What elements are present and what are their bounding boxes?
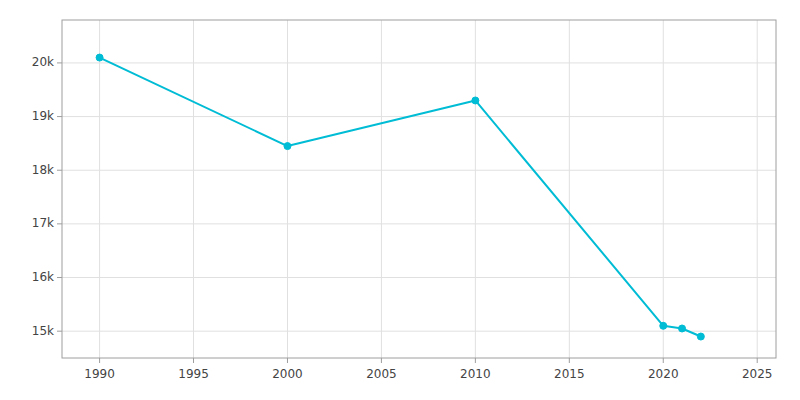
x-grid-line xyxy=(663,20,664,358)
x-tick xyxy=(569,358,570,363)
point xyxy=(284,143,291,150)
y-tick-label: 19k xyxy=(32,109,54,123)
y-tick xyxy=(57,62,62,63)
y-tick xyxy=(57,277,62,278)
chart-container: 15k 16k 17k 18k 19k 20k 1990 1995 2000 2005 2010 20… xyxy=(0,0,800,400)
x-tick-label: 2005 xyxy=(366,367,397,381)
x-grid-line xyxy=(757,20,758,358)
point xyxy=(96,54,103,61)
y-tick xyxy=(57,223,62,224)
y-grid-line xyxy=(62,116,776,117)
x-tick xyxy=(475,358,476,363)
plot-frame xyxy=(62,20,776,358)
x-tick-label: 2025 xyxy=(742,367,773,381)
y-tick-label: 16k xyxy=(32,270,54,284)
y-tick-label: 15k xyxy=(32,324,54,338)
y-tick-label: 18k xyxy=(32,163,54,177)
point xyxy=(472,97,479,104)
y-grid-line xyxy=(62,277,776,278)
grid xyxy=(62,20,776,358)
axes: 15k 16k 17k 18k 19k 20k 1990 1995 2000 2005 2010 20… xyxy=(32,55,773,381)
x-grid-line xyxy=(475,20,476,358)
y-tick xyxy=(57,170,62,171)
line xyxy=(100,58,701,337)
x-tick-label: 2015 xyxy=(554,367,585,381)
x-grid-line xyxy=(99,20,100,358)
y-grid-line xyxy=(62,62,776,63)
x-tick xyxy=(663,358,664,363)
y-grid-line xyxy=(62,170,776,171)
x-tick-label: 1995 xyxy=(178,367,209,381)
x-grid-line xyxy=(569,20,570,358)
x-tick-label: 1990 xyxy=(84,367,115,381)
y-grid-line xyxy=(62,331,776,332)
x-tick xyxy=(757,358,758,363)
x-tick xyxy=(287,358,288,363)
point xyxy=(697,333,704,340)
point xyxy=(660,322,667,329)
series xyxy=(96,54,704,340)
x-tick xyxy=(99,358,100,363)
x-grid-line xyxy=(287,20,288,358)
x-grid-line xyxy=(193,20,194,358)
x-tick-label: 2020 xyxy=(648,367,679,381)
y-tick xyxy=(57,116,62,117)
x-grid-line xyxy=(381,20,382,358)
y-tick xyxy=(57,331,62,332)
y-tick-label: 20k xyxy=(32,55,54,69)
point xyxy=(679,325,686,332)
x-tick-label: 2000 xyxy=(272,367,303,381)
y-grid-line xyxy=(62,223,776,224)
x-tick xyxy=(193,358,194,363)
chart: 15k 16k 17k 18k 19k 20k 1990 1995 2000 2005 2010 20… xyxy=(0,0,800,400)
x-tick-label: 2010 xyxy=(460,367,491,381)
x-tick xyxy=(381,358,382,363)
y-tick-label: 17k xyxy=(32,216,54,230)
